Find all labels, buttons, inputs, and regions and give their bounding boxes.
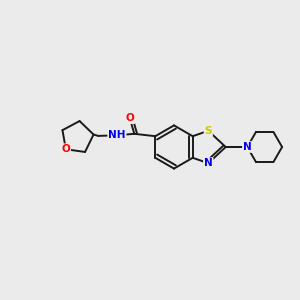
Text: N: N: [204, 158, 213, 168]
Text: O: O: [125, 113, 134, 123]
Text: S: S: [205, 126, 212, 136]
Text: N: N: [243, 142, 252, 152]
Text: NH: NH: [108, 130, 126, 140]
Text: O: O: [61, 144, 70, 154]
